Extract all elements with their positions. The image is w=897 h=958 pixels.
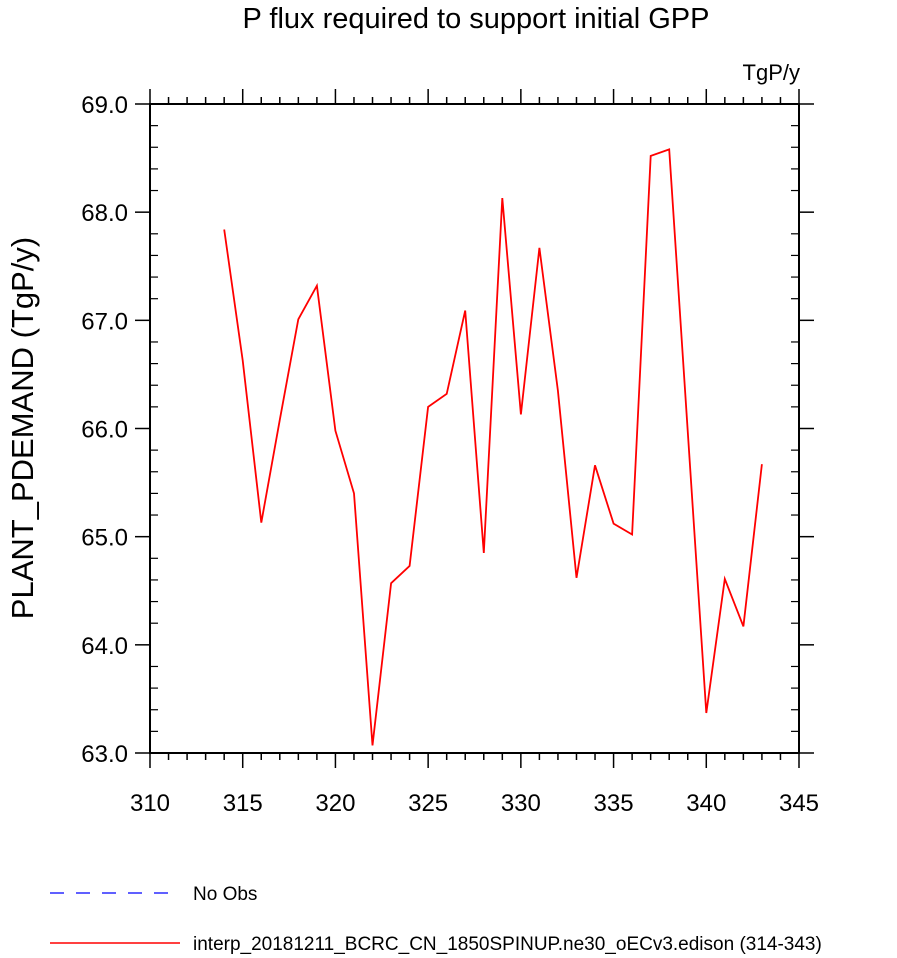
units-label: TgP/y	[743, 60, 800, 85]
x-tick-label: 345	[779, 790, 819, 817]
tick-labels: 310 315 320 325 330 335 340 345 63.0 64.0 65.0 66.0…	[81, 92, 819, 817]
x-tick-label: 340	[686, 790, 726, 817]
chart-title: P flux required to support initial GPP	[243, 3, 710, 35]
y-tick-label: 68.0	[81, 200, 128, 227]
series-line	[223, 148, 763, 746]
legend: No Obs interp_20181211_BCRC_CN_1850SPINU…	[50, 884, 822, 955]
plot-frame	[149, 103, 800, 754]
x-tick-label: 325	[408, 790, 448, 817]
y-tick-label: 67.0	[81, 308, 128, 335]
y-tick-label: 66.0	[81, 417, 128, 444]
axis-ticks	[135, 89, 814, 768]
y-tick-label: 64.0	[81, 633, 128, 660]
legend-label-no-obs: No Obs	[193, 884, 257, 905]
legend-label-model: interp_20181211_BCRC_CN_1850SPINUP.ne30_…	[193, 934, 822, 955]
y-tick-label: 63.0	[81, 741, 128, 768]
x-tick-label: 315	[223, 790, 263, 817]
x-tick-label: 310	[130, 790, 170, 817]
y-axis-label: PLANT_PDEMAND (TgP/y)	[5, 237, 40, 619]
x-tick-label: 335	[594, 790, 634, 817]
x-tick-label: 330	[501, 790, 541, 817]
y-tick-label: 65.0	[81, 525, 128, 552]
y-tick-label: 69.0	[81, 92, 128, 119]
x-tick-label: 320	[315, 790, 355, 817]
series-lines	[223, 148, 763, 746]
